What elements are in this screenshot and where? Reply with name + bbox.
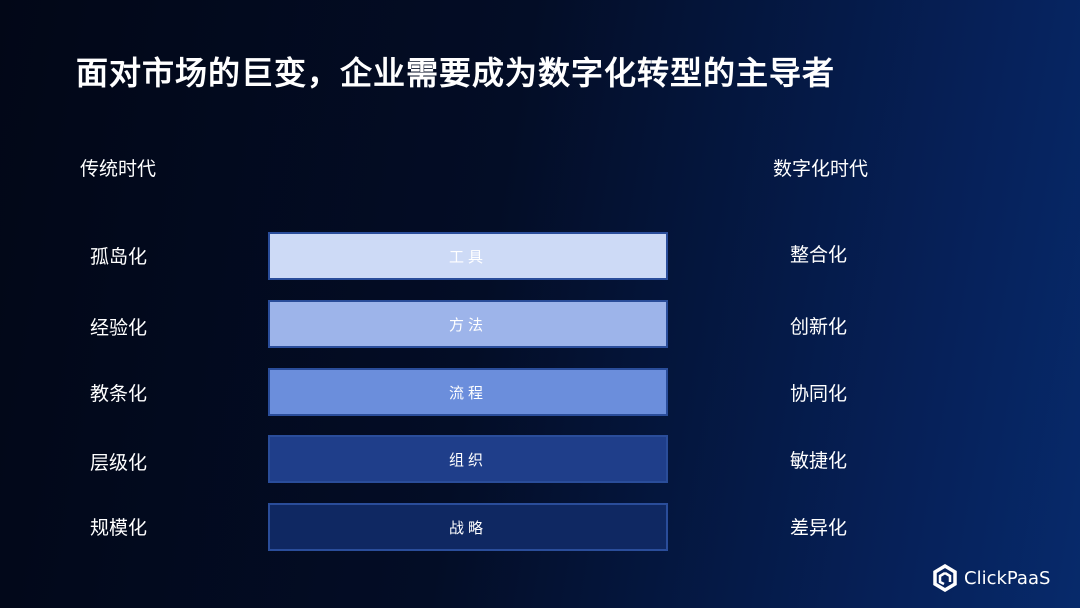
layer-bar: 工具 (268, 232, 668, 280)
logo: ClickPaaS (932, 564, 1050, 592)
layer-label: 流程 (448, 383, 487, 402)
right-column-header: 数字化时代 (773, 158, 869, 180)
clickpaas-hexagon-icon (933, 564, 957, 592)
layer-label: 战略 (448, 518, 487, 537)
digital-trait: 协同化 (790, 383, 848, 405)
traditional-trait: 规模化 (90, 517, 148, 539)
digital-trait: 创新化 (790, 316, 848, 338)
traditional-trait: 孤岛化 (90, 246, 148, 268)
layer-label: 工具 (448, 247, 487, 266)
layer-bar: 组织 (268, 435, 668, 483)
digital-trait: 差异化 (790, 517, 848, 539)
layer-bar: 流程 (268, 368, 668, 416)
logo-text: ClickPaaS (964, 567, 1051, 589)
page-title: 面对市场的巨变，企业需要成为数字化转型的主导者 (76, 54, 836, 92)
layer-label: 方法 (448, 315, 487, 334)
traditional-trait: 教条化 (90, 383, 148, 405)
digital-trait: 敏捷化 (790, 450, 848, 472)
layer-label: 组织 (448, 450, 487, 469)
traditional-trait: 经验化 (90, 317, 148, 339)
traditional-trait: 层级化 (90, 452, 148, 474)
layer-bar: 方法 (268, 300, 668, 348)
digital-trait: 整合化 (790, 244, 848, 266)
layer-bar: 战略 (268, 503, 668, 551)
left-column-header: 传统时代 (80, 158, 157, 180)
